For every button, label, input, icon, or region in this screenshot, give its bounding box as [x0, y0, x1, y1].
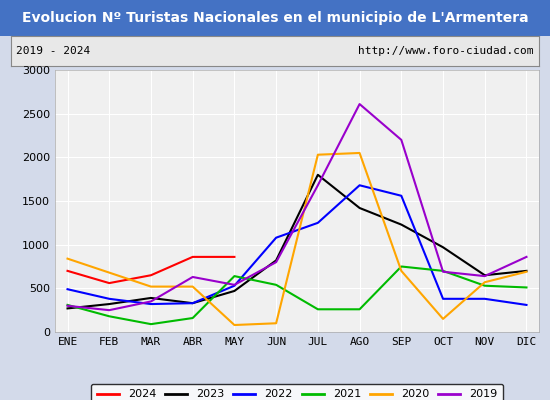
Text: 2019 - 2024: 2019 - 2024 — [16, 46, 91, 56]
Text: http://www.foro-ciudad.com: http://www.foro-ciudad.com — [358, 46, 534, 56]
Legend: 2024, 2023, 2022, 2021, 2020, 2019: 2024, 2023, 2022, 2021, 2020, 2019 — [91, 384, 503, 400]
Text: Evolucion Nº Turistas Nacionales en el municipio de L'Armentera: Evolucion Nº Turistas Nacionales en el m… — [21, 11, 529, 25]
